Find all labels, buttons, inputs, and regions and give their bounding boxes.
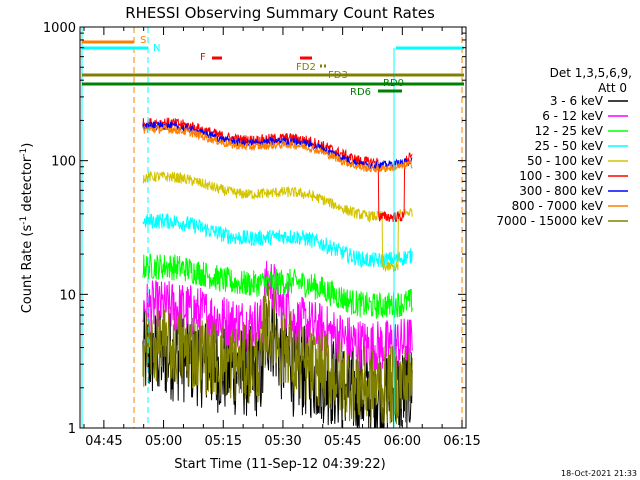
y-tick-label: 100 bbox=[51, 155, 76, 170]
legend-entry-label: 12 - 25 keV bbox=[535, 124, 604, 138]
annotation-label: RD0 bbox=[383, 78, 404, 89]
y-tick-label: 1000 bbox=[43, 21, 76, 36]
series-line bbox=[142, 253, 413, 319]
annotation-label: FD3 bbox=[328, 70, 348, 81]
legend-entry-label: 6 - 12 keV bbox=[542, 109, 604, 123]
y-axis-label: Count Rate (s-1 detector-1) bbox=[19, 143, 35, 314]
y-axis-label-main: Count Rate (s bbox=[20, 225, 35, 314]
y-tick-label: 1 bbox=[68, 422, 76, 437]
series-line bbox=[142, 123, 413, 173]
x-tick-label: 05:45 bbox=[324, 434, 361, 449]
annotation-label: F bbox=[200, 52, 206, 63]
y-axis-label-end: ) bbox=[20, 143, 35, 148]
plot-frame bbox=[79, 26, 467, 429]
x-axis-label: Start Time (11-Sep-12 04:39:22) bbox=[174, 457, 385, 472]
x-tick-label: 06:15 bbox=[443, 434, 480, 449]
annotation-label: N bbox=[153, 43, 160, 54]
annotation-label: RD6 bbox=[350, 87, 371, 98]
y-tick-label: 10 bbox=[59, 288, 76, 303]
y-axis-label-exp2: -1 bbox=[19, 148, 29, 157]
annotation-layer: SN F FD2 FD3 RD0 RD6 bbox=[81, 27, 464, 428]
annotation-label: S bbox=[140, 35, 146, 46]
x-tick-label: 05:00 bbox=[145, 434, 182, 449]
legend-entry-label: 50 - 100 keV bbox=[527, 154, 604, 168]
annotation-label: FD2 bbox=[296, 62, 316, 73]
x-tick-label: 06:00 bbox=[384, 434, 421, 449]
y-axis-label-mid: detector bbox=[20, 156, 35, 216]
series-line bbox=[142, 285, 413, 425]
series-layer bbox=[142, 117, 413, 429]
x-axis-ticks: 04:45 05:00 05:15 05:30 05:45 06:00 06:15 bbox=[83, 27, 481, 449]
x-tick-label: 05:30 bbox=[264, 434, 301, 449]
legend-header-detectors: Det 1,3,5,6,9, bbox=[550, 66, 632, 80]
generation-timestamp: 18-Oct-2021 21:33 bbox=[561, 469, 637, 478]
legend-entry-label: 3 - 6 keV bbox=[550, 94, 604, 108]
x-tick-label: 05:15 bbox=[205, 434, 242, 449]
legend-entry-label: 25 - 50 keV bbox=[535, 139, 604, 153]
series-line bbox=[142, 260, 413, 373]
y-axis-label-exp1: -1 bbox=[19, 216, 29, 225]
chart-title: RHESSI Observing Summary Count Rates bbox=[125, 4, 435, 22]
legend-header-attenuator: Att 0 bbox=[598, 81, 627, 95]
series-line bbox=[142, 171, 413, 272]
legend-entry-label: 7000 - 15000 keV bbox=[496, 214, 603, 228]
x-tick-label: 04:45 bbox=[85, 434, 122, 449]
legend-entry-label: 300 - 800 keV bbox=[519, 184, 603, 198]
y-axis-ticks: 1 10 100 1000 bbox=[43, 21, 466, 437]
legend-entry-label: 100 - 300 keV bbox=[519, 169, 603, 183]
series-line bbox=[142, 213, 413, 269]
legend-entry-label: 800 - 7000 keV bbox=[512, 199, 604, 213]
series-line bbox=[142, 121, 413, 171]
